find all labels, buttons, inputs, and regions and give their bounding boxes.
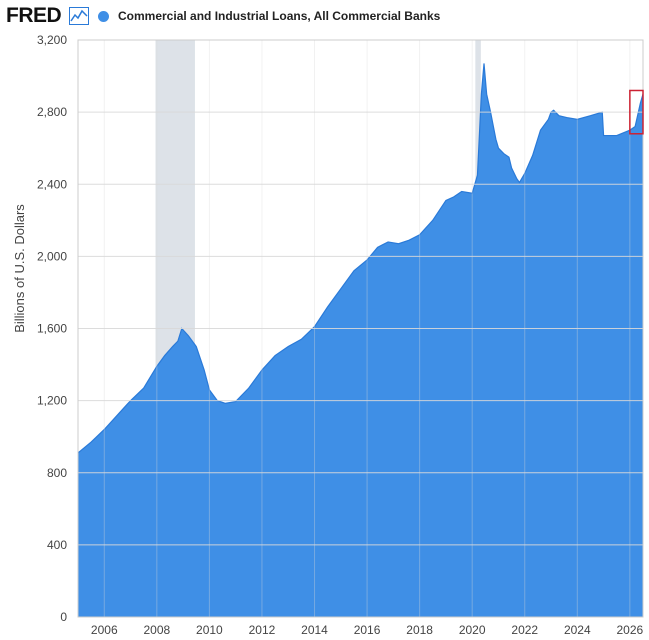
y-tick-label: 800	[47, 466, 67, 480]
y-tick-label: 1,600	[37, 322, 67, 336]
x-tick-label: 2022	[511, 623, 538, 637]
y-tick-label: 2,400	[37, 177, 67, 191]
x-tick-label: 2018	[406, 623, 433, 637]
x-tick-label: 2008	[143, 623, 170, 637]
x-tick-label: 2020	[459, 623, 486, 637]
x-tick-label: 2010	[196, 623, 223, 637]
y-tick-label: 0	[60, 610, 67, 624]
x-tick-label: 2006	[91, 623, 118, 637]
y-tick-label: 2,000	[37, 249, 67, 263]
x-tick-label: 2012	[249, 623, 276, 637]
y-tick-label: 1,200	[37, 394, 67, 408]
x-tick-label: 2014	[301, 623, 328, 637]
y-tick-label: 400	[47, 538, 67, 552]
x-tick-label: 2024	[564, 623, 591, 637]
y-tick-label: 2,800	[37, 105, 67, 119]
x-tick-label: 2026	[617, 623, 644, 637]
y-axis-label: Billions of U.S. Dollars	[12, 204, 27, 333]
y-tick-label: 3,200	[37, 33, 67, 47]
x-tick-label: 2016	[354, 623, 381, 637]
